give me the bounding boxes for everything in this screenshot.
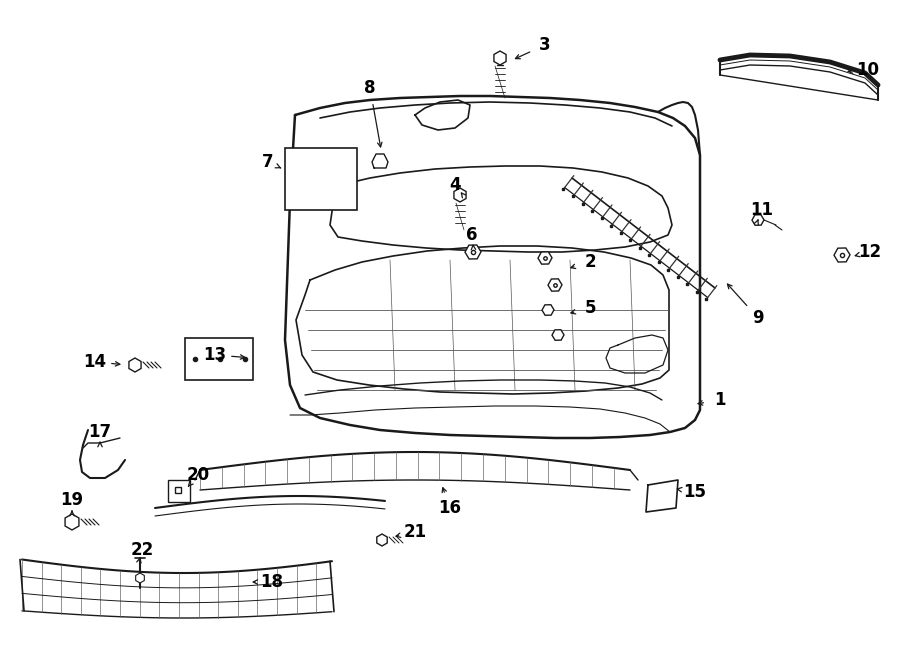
Text: 15: 15 bbox=[683, 483, 706, 501]
Text: 13: 13 bbox=[203, 346, 227, 364]
Text: 8: 8 bbox=[364, 79, 376, 97]
Text: 6: 6 bbox=[466, 226, 478, 244]
Text: 7: 7 bbox=[262, 153, 274, 171]
Text: 18: 18 bbox=[260, 573, 284, 591]
Text: 12: 12 bbox=[859, 243, 882, 261]
Text: 1: 1 bbox=[715, 391, 725, 409]
Bar bbox=[168, 480, 190, 502]
Text: 14: 14 bbox=[84, 353, 106, 371]
Text: 5: 5 bbox=[584, 299, 596, 317]
Text: 19: 19 bbox=[60, 491, 84, 509]
Text: 22: 22 bbox=[130, 541, 154, 559]
Text: 10: 10 bbox=[857, 61, 879, 79]
Bar bbox=[285, 148, 357, 210]
Text: 3: 3 bbox=[539, 36, 551, 54]
Text: 17: 17 bbox=[88, 423, 112, 441]
Text: 9: 9 bbox=[752, 309, 764, 327]
Text: 16: 16 bbox=[438, 499, 462, 517]
Text: 4: 4 bbox=[449, 176, 461, 194]
Text: 2: 2 bbox=[584, 253, 596, 271]
Text: 20: 20 bbox=[186, 466, 210, 484]
Bar bbox=[185, 338, 253, 380]
Text: 11: 11 bbox=[751, 201, 773, 219]
Text: 21: 21 bbox=[403, 523, 427, 541]
